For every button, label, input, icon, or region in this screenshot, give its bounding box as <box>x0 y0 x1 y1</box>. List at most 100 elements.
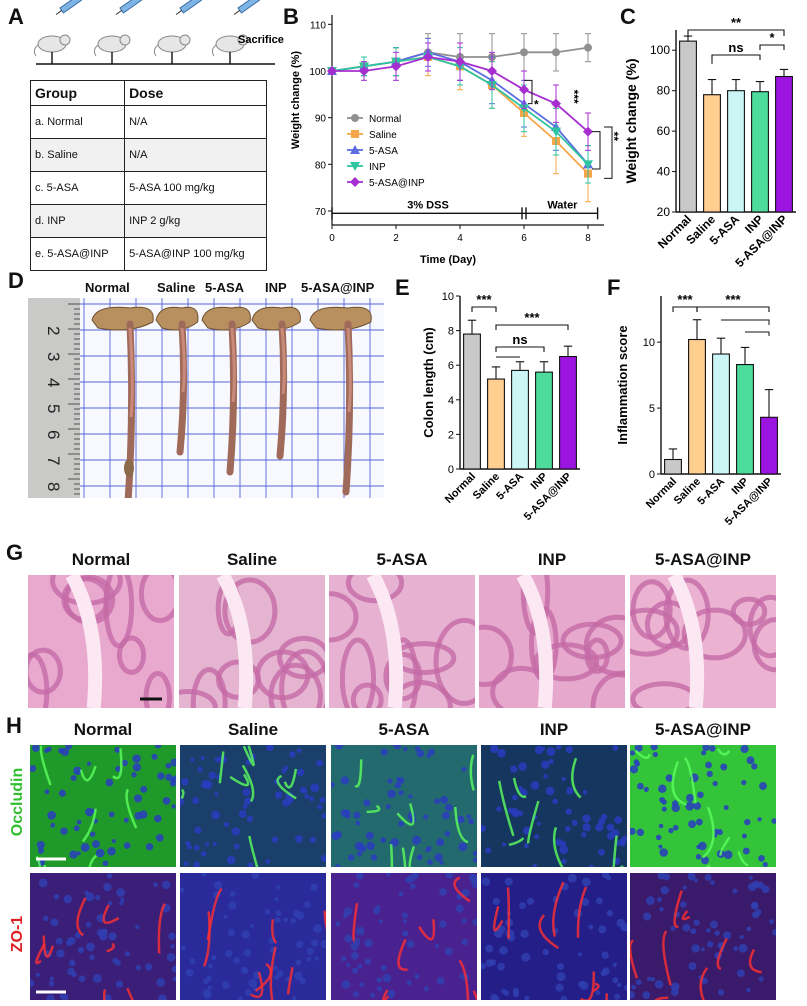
if-label: INP <box>539 720 569 739</box>
nucleus <box>740 745 749 754</box>
nucleus <box>595 897 603 905</box>
nucleus <box>283 917 289 923</box>
y-axis-label: Inflammation score <box>615 325 630 444</box>
tissue-crypt <box>433 617 475 706</box>
nucleus <box>548 758 554 765</box>
nucleus <box>85 892 95 902</box>
nucleus <box>614 993 621 1000</box>
colon-highlight <box>280 327 286 395</box>
nucleus <box>211 954 217 961</box>
nucleus <box>595 990 601 995</box>
nucleus <box>242 788 251 796</box>
nucleus <box>169 780 176 787</box>
nucleus <box>427 748 435 756</box>
nucleus <box>723 850 733 860</box>
data-point <box>327 66 337 76</box>
occludin-signal <box>283 768 298 789</box>
zo1-tile <box>481 873 627 1000</box>
nucleus <box>685 793 695 803</box>
nucleus <box>659 797 666 803</box>
nucleus <box>471 875 477 881</box>
mouse-icon <box>33 0 83 64</box>
table-row: c. 5-ASA 5-ASA 100 mg/kg <box>29 171 267 205</box>
nucleus <box>504 877 513 886</box>
cecum <box>201 306 251 331</box>
nucleus <box>115 765 121 772</box>
nucleus <box>67 967 75 976</box>
table-row: a. Normal N/A <box>29 105 267 139</box>
nucleus <box>59 994 64 999</box>
sig-f-bracket-2 <box>721 319 770 325</box>
y-tick-label: 20 <box>657 205 671 219</box>
bar <box>511 369 529 470</box>
nucleus <box>76 851 81 856</box>
nucleus <box>370 854 378 861</box>
nucleus <box>524 995 530 1000</box>
table-header-dose: Dose <box>124 80 267 106</box>
syringe-needle <box>175 10 183 15</box>
nucleus <box>406 979 412 986</box>
zo1-signal <box>592 982 600 993</box>
occludin-signal <box>683 756 697 804</box>
colon-label-5asainp: 5-ASA@INP <box>301 280 375 295</box>
nucleus <box>67 936 76 945</box>
data-point <box>584 43 592 52</box>
nucleus <box>485 847 492 854</box>
nucleus <box>468 818 474 825</box>
nucleus <box>73 825 80 832</box>
ruler-number: 8 <box>44 482 63 491</box>
nucleus <box>180 887 185 893</box>
zo1-signal <box>42 935 55 958</box>
nucleus <box>201 873 208 877</box>
nucleus <box>162 797 171 805</box>
he-label: Normal <box>71 550 131 569</box>
occludin-signal <box>634 749 651 760</box>
nucleus <box>712 780 718 787</box>
nucleus <box>366 841 375 851</box>
nucleus <box>265 859 271 864</box>
nucleus <box>180 945 186 951</box>
occludin-signal <box>737 851 749 867</box>
x-tick-label: 4 <box>457 233 463 244</box>
nucleus <box>402 930 409 937</box>
zo1-signal <box>506 887 511 939</box>
nucleus <box>637 782 644 790</box>
tissue-crypt <box>279 648 325 708</box>
nucleus <box>742 847 750 855</box>
cecum <box>91 306 154 331</box>
syringe-needle <box>55 10 63 15</box>
nucleus <box>185 840 191 846</box>
nucleus <box>48 980 55 987</box>
nucleus <box>614 816 622 824</box>
nucleus <box>320 854 326 862</box>
nucleus <box>560 995 568 1000</box>
bar <box>487 378 505 470</box>
nucleus <box>103 882 112 892</box>
nucleus <box>197 766 203 772</box>
nucleus <box>688 962 697 971</box>
sig-b-bracket <box>604 126 613 179</box>
bar <box>712 353 730 475</box>
nucleus <box>151 753 158 760</box>
nucleus <box>642 991 651 1000</box>
nucleus <box>546 747 556 757</box>
nucleus <box>342 913 348 919</box>
sig-b-star: * <box>534 97 539 111</box>
nucleus <box>658 784 667 794</box>
nucleus <box>373 907 381 915</box>
y-tick-label: 80 <box>315 160 327 171</box>
occludin-tile <box>481 745 627 867</box>
nucleus <box>739 935 744 940</box>
zo1-signal <box>453 876 471 903</box>
nucleus <box>457 815 465 824</box>
dose-cell: 5-ASA@INP 100 mg/kg <box>124 237 267 271</box>
zo1-signal <box>699 967 709 1000</box>
nucleus <box>50 822 56 828</box>
tissue-crypt <box>179 688 218 708</box>
nucleus <box>238 996 244 1000</box>
series-4 <box>327 42 593 151</box>
nucleus <box>565 745 573 754</box>
nucleus <box>355 873 364 880</box>
occludin-signal <box>706 864 711 867</box>
